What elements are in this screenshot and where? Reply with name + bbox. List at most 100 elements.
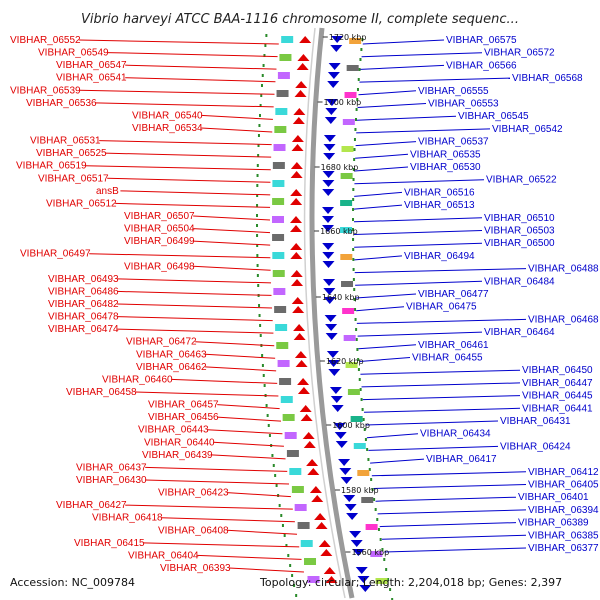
forward-gene-arrow — [299, 405, 312, 412]
map-title: Vibrio harveyi ATCC BAA-1116 chromosome … — [81, 12, 519, 27]
forward-gene-label: VIBHAR_06427 — [56, 500, 127, 511]
reverse-gene-label: VIBHAR_06447 — [522, 378, 593, 389]
reverse-gene-label: VIBHAR_06530 — [410, 162, 481, 173]
forward-category-block — [289, 468, 302, 475]
reverse-gene-label: VIBHAR_06424 — [500, 441, 571, 452]
forward-gene-arrow — [303, 441, 316, 448]
reverse-gene-arrow — [322, 207, 335, 214]
reverse-label-connector — [359, 77, 511, 83]
forward-gene-arrow — [293, 108, 306, 115]
forward-gene-arrow — [314, 513, 327, 520]
forward-label-connector — [205, 353, 276, 359]
forward-gene-label: VIBHAR_06393 — [160, 563, 231, 574]
forward-gene-label: VIBHAR_06531 — [30, 136, 101, 147]
tick-dot — [265, 404, 268, 407]
reverse-label-connector — [357, 331, 483, 337]
forward-gene-arrow — [325, 576, 338, 583]
forward-gene-label: VIBHAR_06463 — [136, 349, 207, 360]
forward-label-connector — [161, 517, 295, 523]
forward-gene-label: VIBHAR_06497 — [20, 249, 91, 260]
reverse-gene-arrow — [355, 567, 368, 574]
forward-label-connector — [227, 529, 298, 535]
forward-label-connector — [79, 89, 275, 95]
tick-dot — [354, 128, 357, 131]
kbp-tick-label: 1680 kbp — [321, 163, 359, 172]
forward-gene-label: VIBHAR_06512 — [46, 198, 117, 209]
forward-gene-arrow — [297, 378, 310, 385]
reverse-gene-label: VIBHAR_06575 — [446, 35, 517, 46]
kbp-tick-label: 1580 kbp — [341, 486, 379, 495]
tick-dot — [258, 124, 261, 127]
reverse-label-connector — [357, 103, 427, 108]
forward-category-block — [272, 180, 285, 187]
reverse-gene-label: VIBHAR_06545 — [458, 111, 529, 122]
reverse-gene-arrow — [328, 369, 341, 376]
tick-dot — [364, 438, 367, 441]
forward-gene-arrow — [290, 225, 303, 232]
forward-gene-label: VIBHAR_06540 — [132, 110, 203, 121]
reverse-gene-label: VIBHAR_06510 — [484, 213, 555, 224]
forward-gene-label: VIBHAR_06430 — [76, 475, 147, 486]
forward-gene-arrow — [299, 36, 312, 43]
reverse-label-connector — [379, 522, 517, 528]
tick-dot — [256, 234, 259, 237]
tick-dot — [385, 568, 388, 571]
forward-gene-label: VIBHAR_06478 — [48, 312, 119, 323]
tick-dot — [352, 228, 355, 231]
reverse-gene-label: VIBHAR_06568 — [512, 73, 583, 84]
gene-features — [272, 36, 388, 592]
reverse-label-connector — [377, 509, 527, 515]
forward-label-connector — [197, 554, 302, 560]
reverse-label-connector — [356, 318, 527, 324]
reverse-gene-arrow — [324, 117, 337, 124]
tick-dot — [261, 364, 264, 367]
tick-dot — [281, 524, 284, 527]
reverse-category-block — [341, 281, 354, 287]
forward-gene-arrow — [295, 81, 308, 88]
forward-label-connector — [85, 165, 271, 171]
reverse-gene-arrow — [322, 189, 335, 196]
tick-dot — [256, 194, 259, 197]
forward-gene-arrow — [300, 414, 313, 421]
tick-dot — [367, 458, 370, 461]
forward-gene-arrow — [297, 54, 310, 61]
tick-dot — [370, 478, 373, 481]
reverse-gene-arrow — [326, 351, 339, 358]
reverse-gene-label: VIBHAR_06513 — [404, 200, 475, 211]
forward-category-block — [272, 270, 285, 277]
forward-category-block — [272, 216, 285, 223]
forward-label-connector — [117, 328, 274, 334]
reverse-label-connector — [358, 90, 417, 96]
reverse-gene-label: VIBHAR_06389 — [518, 518, 589, 529]
reverse-category-block — [345, 362, 358, 368]
tick-dot — [368, 468, 371, 471]
reverse-gene-label: VIBHAR_06441 — [522, 403, 593, 414]
tick-dot — [361, 38, 364, 41]
reverse-gene-arrow — [325, 324, 338, 331]
forward-gene-label: VIBHAR_06474 — [48, 324, 119, 335]
forward-gene-label: VIBHAR_06534 — [132, 123, 203, 134]
forward-label-connector — [171, 378, 278, 384]
forward-label-connector — [227, 492, 291, 498]
reverse-category-block — [340, 173, 353, 179]
reverse-category-block — [370, 551, 383, 557]
tick-dot — [263, 54, 266, 57]
forward-label-connector — [193, 240, 271, 246]
forward-gene-arrow — [290, 189, 303, 196]
forward-category-block — [291, 486, 304, 493]
reverse-gene-label: VIBHAR_06500 — [484, 238, 555, 249]
forward-label-connector — [193, 215, 271, 221]
reverse-gene-label: VIBHAR_06537 — [418, 137, 489, 148]
forward-gene-arrow — [290, 252, 303, 259]
reverse-gene-label: VIBHAR_06401 — [518, 492, 589, 503]
accession-text: Accession: NC_009784 — [10, 576, 135, 589]
reverse-gene-arrow — [322, 225, 335, 232]
tick-dot — [256, 264, 259, 267]
forward-gene-label: VIBHAR_06457 — [148, 400, 219, 411]
tick-dot — [352, 178, 355, 181]
forward-gene-arrow — [290, 243, 303, 250]
reverse-gene-label: VIBHAR_06572 — [484, 48, 555, 59]
reverse-gene-arrow — [338, 459, 351, 466]
forward-gene-label: VIBHAR_06493 — [48, 274, 119, 285]
reverse-category-block — [357, 470, 370, 476]
